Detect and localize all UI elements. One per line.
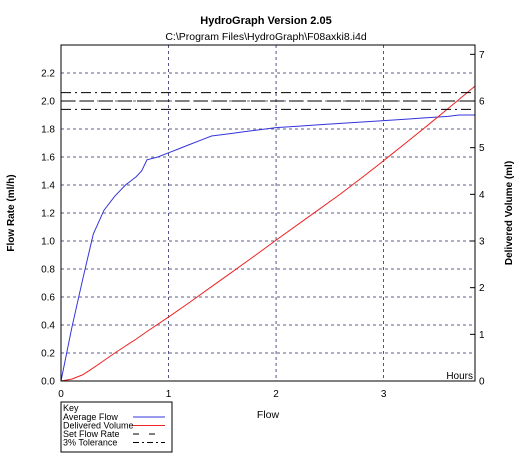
x-axis-label: Flow [257, 409, 280, 421]
y-tick-label-2: 0.4 [41, 321, 55, 332]
legend-label-set-flow-rate: Set Flow Rate [63, 429, 120, 439]
y-tick-label-8: 1.6 [41, 153, 55, 164]
x-unit-label: Hours [446, 371, 473, 382]
y-tick-label-4: 0.8 [41, 265, 55, 276]
y2-tick-label-2: 2 [479, 283, 485, 294]
chart-title: HydroGraph Version 2.05 [200, 15, 331, 27]
series-layer [60, 85, 476, 382]
legend-label-average-flow: Average Flow [63, 412, 118, 422]
legend-title: Key [63, 403, 79, 413]
y-tick-label-10: 2.0 [41, 97, 55, 108]
x-tick-label-2: 2 [273, 389, 279, 400]
x-tick-label-1: 1 [166, 389, 172, 400]
y-tick-label-6: 1.2 [41, 209, 55, 220]
y-tick-label-5: 1.0 [41, 237, 55, 248]
y2-tick-label-3: 3 [479, 237, 485, 248]
y2-tick-label-7: 7 [479, 50, 485, 61]
plot-frame [60, 44, 476, 382]
x-tick-label-0: 0 [58, 389, 64, 400]
legend-label-delivered-volume: Delivered Volume [63, 421, 134, 431]
x-tick-label-3: 3 [381, 389, 387, 400]
tick-layer: 0.0 0.2 0.4 0.6 0.8 1.0 1.2 1.4 1.6 1.8 2.0 2.2 0 1 2 3… [41, 50, 485, 400]
grid-layer [61, 44, 475, 381]
legend-label-3-tolerance: 3% Tolerance [63, 438, 117, 448]
y-tick-label-1: 0.2 [41, 349, 55, 360]
series-line-average-flow [60, 114, 475, 382]
y-axis-label: Flow Rate (ml/h) [6, 174, 17, 251]
y-tick-label-11: 2.2 [41, 69, 55, 80]
chart-subtitle: C:\Program Files\HydroGraph\F08axki8.i4d [165, 31, 366, 43]
y-tick-label-3: 0.6 [41, 293, 55, 304]
y-tick-label-7: 1.4 [41, 181, 55, 192]
y2-axis-label: Delivered Volume (ml) [504, 161, 515, 265]
y2-tick-label-5: 5 [479, 143, 485, 154]
y2-tick-label-4: 4 [479, 190, 485, 201]
legend-box [60, 401, 173, 453]
y-tick-label-0: 0.0 [41, 377, 55, 388]
series-line-delivered-volume [60, 85, 476, 382]
y-tick-label-9: 1.8 [41, 125, 55, 136]
y2-tick-label-0: 0 [479, 377, 485, 388]
y2-tick-label-6: 6 [479, 97, 485, 108]
y2-tick-label-1: 1 [479, 330, 485, 341]
